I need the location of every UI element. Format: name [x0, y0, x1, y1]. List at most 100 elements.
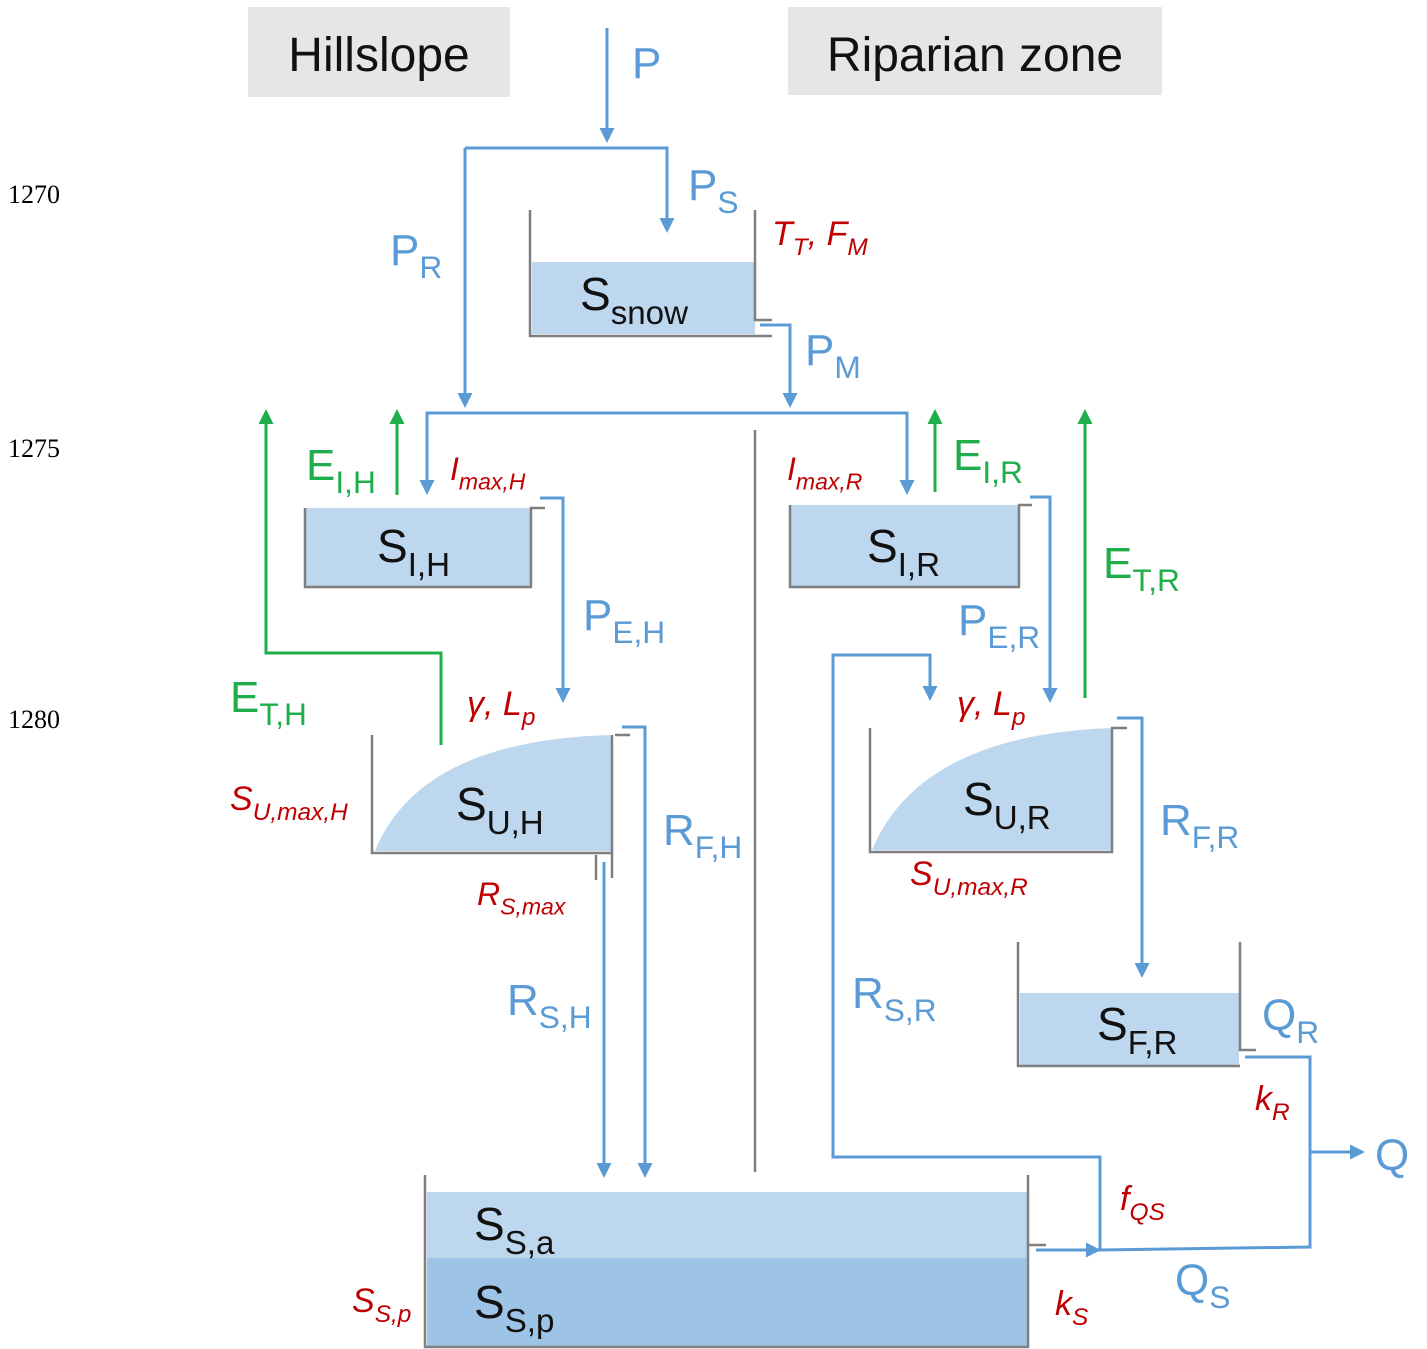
subscript: R [1272, 1099, 1290, 1126]
label-text: E [953, 431, 982, 480]
label: PE,R [958, 596, 1040, 655]
label: SU,H [456, 778, 544, 842]
label-text: E [230, 673, 259, 722]
label: Q [1375, 1131, 1409, 1180]
subscript: T [793, 234, 810, 261]
subscript: T,R [1132, 562, 1180, 598]
label-text: S [867, 520, 898, 572]
label: kR [1255, 1080, 1290, 1126]
label-text: I [787, 451, 796, 487]
label: PS [688, 161, 738, 220]
label-text: S [580, 268, 611, 320]
label-text: R [663, 806, 695, 855]
label-text: γ, L [957, 685, 1012, 723]
subscript: I,R [982, 454, 1022, 490]
label-text: P [958, 596, 987, 645]
label-text: S [910, 855, 933, 893]
subscript: R [1296, 1014, 1319, 1050]
header: Riparian zone [827, 29, 1123, 82]
label: SS,a [474, 1198, 555, 1262]
label-text: E [306, 441, 335, 490]
label-text: S [1097, 998, 1128, 1050]
subscript: E,H [612, 614, 665, 650]
label: fQS [1120, 1180, 1165, 1226]
label-text: , F [808, 215, 850, 253]
label: SU,max,R [910, 855, 1028, 901]
label-text: S [474, 1198, 505, 1250]
label-text: R [1160, 796, 1192, 845]
label: ET,R [1103, 539, 1180, 598]
label-text: S [456, 778, 487, 830]
subscript: max,H [459, 469, 526, 495]
label-text: Q [1262, 991, 1296, 1040]
subscript: S,max [500, 894, 567, 920]
subscript: I,R [898, 547, 940, 584]
label-text: T [772, 215, 795, 253]
label: RS,R [852, 969, 937, 1028]
subscript: S,H [539, 999, 592, 1035]
header: Hillslope [288, 29, 469, 82]
label-text: S [474, 1276, 505, 1328]
label: PM [805, 326, 861, 385]
label: QR [1262, 991, 1319, 1050]
subscript: I,H [335, 464, 375, 500]
label: γ, Lp [467, 685, 535, 731]
subscript: U,H [487, 805, 544, 842]
label: SS,p [474, 1276, 554, 1340]
label: RS,H [507, 976, 592, 1035]
subscript: S [717, 184, 738, 220]
label: γ, Lp [957, 685, 1025, 731]
store-walls [303, 210, 1256, 1349]
label: SU,max,H [230, 780, 348, 826]
label: RF,H [663, 806, 742, 865]
label: PR [390, 226, 442, 285]
label: ET,H [230, 673, 307, 732]
subscript: F,R [1192, 819, 1240, 855]
subscript: F,H [695, 829, 743, 865]
line-number: 1275 [8, 434, 60, 463]
label-text: P [390, 226, 419, 275]
flux-arrows [258, 28, 1365, 1258]
subscript: T,H [259, 696, 307, 732]
subscript: p [1011, 704, 1026, 731]
line-number: 1280 [8, 705, 60, 734]
subscript: snow [611, 295, 688, 332]
label: SI,H [377, 520, 450, 584]
header-box [248, 7, 510, 97]
label-text: R [507, 976, 539, 1025]
subscript: S,a [505, 1225, 555, 1262]
subscript: U,max,R [933, 874, 1028, 901]
label: P [632, 39, 661, 88]
subscript: p [521, 704, 536, 731]
label: Imax,R [787, 451, 862, 495]
label: QS [1175, 1256, 1230, 1315]
label: RF,R [1160, 796, 1239, 855]
label-text: S [377, 520, 408, 572]
subscript: S [1209, 1279, 1230, 1315]
subscript: I,H [408, 547, 450, 584]
label: SU,R [963, 773, 1051, 837]
label-text: Q [1375, 1131, 1409, 1180]
subscript: S,R [884, 992, 937, 1028]
subscript: QS [1129, 1199, 1165, 1226]
label: Imax,H [450, 451, 526, 495]
label-text: k [1255, 1080, 1274, 1118]
subscript: R [419, 249, 442, 285]
subscript: S,p [505, 1303, 555, 1340]
subscript: U,R [994, 800, 1051, 837]
subscript: S [1072, 1304, 1089, 1331]
label-text: P [583, 591, 612, 640]
label: EI,H [306, 441, 376, 500]
label-text: P [632, 39, 661, 88]
label-text: S [352, 1282, 375, 1320]
label-text: E [1103, 539, 1132, 588]
label-text: R [852, 969, 884, 1018]
subscript: M [834, 349, 860, 385]
label-text: k [1055, 1285, 1074, 1323]
subscript: F,R [1128, 1025, 1178, 1062]
label-text: P [688, 161, 717, 210]
label-text: I [450, 451, 459, 487]
label-text: S [963, 773, 994, 825]
